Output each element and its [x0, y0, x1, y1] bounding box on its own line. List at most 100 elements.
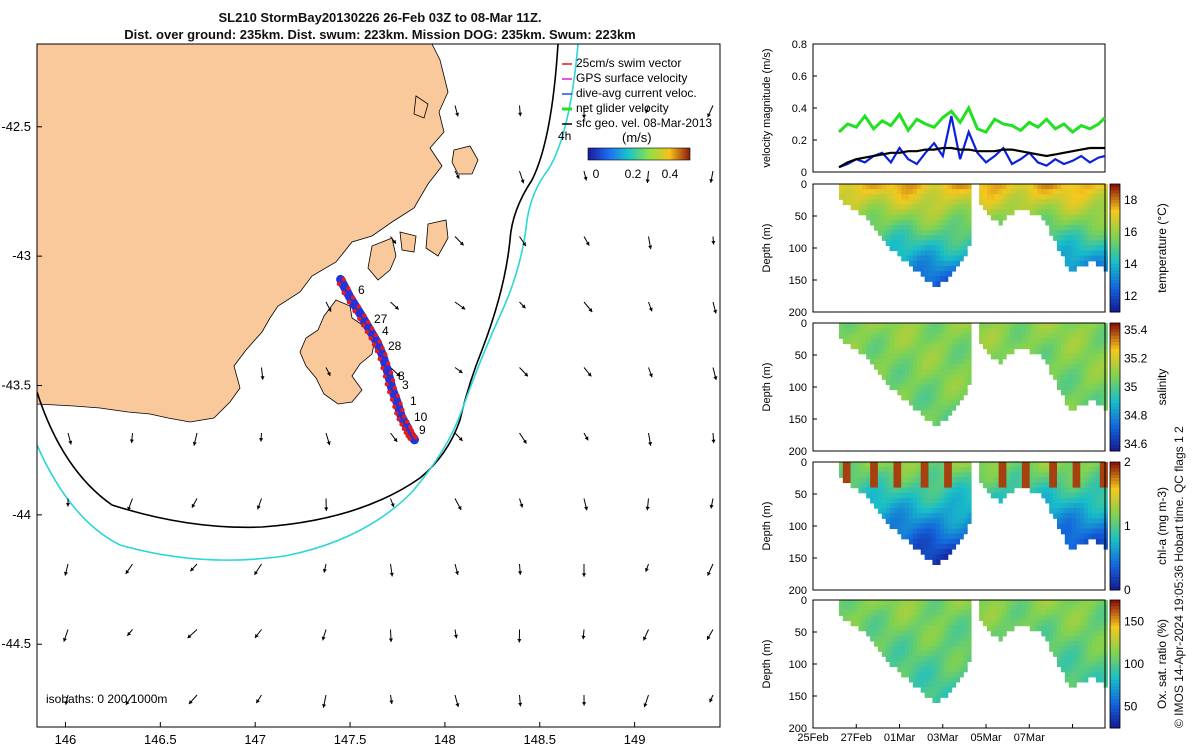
section-cell	[955, 230, 960, 236]
section-cell	[990, 467, 995, 473]
section-cell	[1095, 260, 1101, 267]
section-cell	[1080, 384, 1085, 391]
section-cell	[909, 651, 914, 657]
section-cell	[1088, 189, 1093, 195]
section-cell	[959, 518, 964, 524]
section-cell	[940, 338, 945, 345]
section-y-tick-label: 150	[789, 553, 807, 565]
section-cell	[1095, 661, 1101, 668]
section-cell	[1060, 605, 1066, 611]
section-cell	[928, 394, 933, 401]
section-cell	[905, 513, 910, 519]
section-cell	[998, 343, 1003, 350]
colorbar-segment	[1110, 538, 1120, 543]
section-cell	[1045, 333, 1050, 339]
map-y-tick-label: -43.5	[1, 378, 31, 393]
section-cell	[940, 533, 945, 540]
velocity-arrowhead	[584, 436, 589, 441]
section-cell	[1060, 225, 1066, 231]
section-cell	[1084, 184, 1089, 190]
section-cell	[998, 487, 1003, 494]
section-cell	[897, 389, 902, 396]
section-cell	[1076, 625, 1081, 632]
section-cell	[932, 467, 937, 473]
velocity-arrowhead	[192, 441, 197, 446]
section-cell	[940, 462, 945, 468]
velocity-arrowhead	[519, 503, 524, 508]
section-cell	[916, 333, 921, 339]
section-cell	[870, 610, 875, 616]
section-cell	[1088, 389, 1093, 396]
section-cell	[1006, 600, 1011, 606]
legend-item: net glider velocity	[576, 101, 669, 115]
section-cell	[924, 549, 929, 555]
section-cell	[1103, 323, 1108, 329]
section-cell	[1060, 503, 1066, 509]
section-cell	[920, 497, 925, 504]
section-cell	[850, 328, 855, 334]
section-cell	[1068, 323, 1073, 329]
section-cell	[897, 194, 902, 200]
section-cell	[850, 620, 855, 627]
section-cell	[1060, 194, 1066, 200]
surface-velocity-arrows	[63, 105, 718, 708]
section-cell	[866, 348, 871, 355]
section-cell	[998, 615, 1003, 622]
section-cell	[1064, 235, 1069, 241]
section-cell	[979, 610, 984, 616]
section-cell	[901, 472, 906, 478]
section-cell	[940, 189, 945, 195]
section-cell	[912, 651, 918, 657]
section-cell	[1010, 610, 1015, 616]
section-cell	[1099, 369, 1104, 375]
section-cell	[932, 240, 937, 246]
section-cell	[924, 651, 929, 657]
section-cell	[940, 487, 945, 494]
section-cell	[874, 482, 879, 489]
track-surfacing-point	[384, 382, 390, 387]
section-cell	[990, 323, 995, 329]
section-cell	[1060, 348, 1066, 355]
section-cell	[998, 328, 1003, 334]
section-cell	[1068, 338, 1073, 345]
section-cell	[1095, 225, 1101, 231]
section-cell	[1095, 497, 1101, 504]
section-cell	[1080, 467, 1085, 473]
section-cell	[1060, 472, 1066, 478]
colorbar-frame	[1109, 322, 1121, 452]
colorbar-segment	[1110, 600, 1120, 604]
section-cell	[920, 379, 925, 385]
section-cell	[1103, 523, 1108, 530]
section-cell	[920, 389, 925, 396]
section-cell	[955, 199, 960, 206]
section-cell	[1041, 204, 1046, 211]
section-cell	[1095, 666, 1101, 673]
section-cell	[1076, 230, 1081, 236]
section-cell	[932, 635, 937, 642]
section-cell	[928, 630, 933, 637]
section-cell	[1095, 214, 1101, 221]
section-cell	[1060, 625, 1066, 632]
section-cell	[932, 472, 937, 478]
section-cell	[924, 661, 929, 668]
section-cell	[1010, 462, 1015, 468]
section-cell	[1084, 260, 1089, 267]
section-cell	[1057, 472, 1062, 478]
section-cell	[874, 204, 879, 211]
section-cell	[846, 194, 851, 200]
section-cell	[1064, 333, 1069, 339]
section-cell	[967, 219, 972, 226]
section-cell	[885, 374, 890, 380]
section-cell	[948, 358, 953, 365]
section-cell	[1068, 462, 1073, 468]
section-cell	[905, 641, 910, 647]
section-cell	[874, 477, 879, 484]
section-cell	[897, 666, 902, 673]
section-cell	[1068, 497, 1073, 504]
section-cell	[940, 245, 945, 252]
section-cell	[905, 462, 910, 468]
section-cell	[948, 399, 953, 406]
section-cell	[1080, 600, 1085, 606]
section-cell	[901, 625, 906, 632]
